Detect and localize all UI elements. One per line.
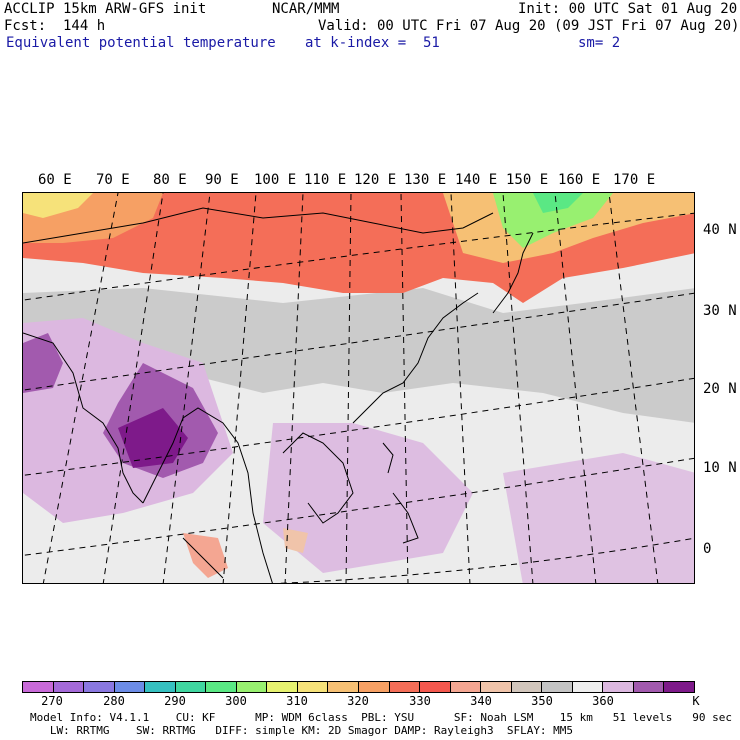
colorbar-swatch: [53, 682, 85, 692]
colorbar-swatch: [145, 682, 176, 692]
colorbar-swatch: [511, 682, 543, 692]
smoothing: sm= 2: [578, 35, 621, 51]
colorbar-label: 360: [592, 694, 614, 708]
lon-label: 120 E: [354, 172, 397, 188]
colorbar-swatch: [267, 682, 298, 692]
lat-label: 30 N: [703, 303, 737, 319]
colorbar-swatch: [389, 682, 421, 692]
colorbar-swatch: [175, 682, 207, 692]
init-time: Init: 00 UTC Sat 01 Aug 20: [518, 1, 738, 17]
colorbar-label: 270: [41, 694, 63, 708]
colorbar-swatch: [236, 682, 268, 692]
lon-label: 90 E: [205, 172, 239, 188]
coastlines: [23, 207, 534, 583]
model-title: ACCLIP 15km ARW-GFS init: [4, 1, 207, 17]
colorbar-label: 330: [409, 694, 431, 708]
center-label: NCAR/MMM: [272, 1, 340, 17]
green-region: [493, 193, 613, 248]
colorbar-swatch: [603, 682, 634, 692]
model-info-line1: Model Info: V4.1.1 CU: KF MP: WDM 6class…: [30, 711, 732, 724]
warm-patch: [183, 533, 228, 578]
colorbar-swatch: [572, 682, 604, 692]
lon-label: 170 E: [613, 172, 656, 188]
colorbar-swatch: [633, 682, 665, 692]
darkest-purple-region: [118, 408, 188, 468]
valid-time: Valid: 00 UTC Fri 07 Aug 20 (09 JST Fri …: [318, 18, 740, 34]
colorbar: [22, 681, 695, 693]
level-index: at k-index = 51: [305, 35, 440, 51]
colorbar-label: 350: [531, 694, 553, 708]
colorbar-label: 290: [164, 694, 186, 708]
colorbar-swatch: [359, 682, 390, 692]
colorbar-swatch: [450, 682, 482, 692]
yellow-region: [23, 193, 93, 218]
colorbar-swatch: [114, 682, 146, 692]
colorbar-label: 280: [103, 694, 125, 708]
colorbar-swatch: [664, 682, 695, 692]
colorbar-label: 320: [347, 694, 369, 708]
colorbar-unit: K: [692, 694, 700, 708]
lon-label: 100 E: [254, 172, 297, 188]
colorbar-swatch: [328, 682, 360, 692]
lat-label: 10 N: [703, 460, 737, 476]
forecast-hour: Fcst: 144 h: [4, 18, 106, 34]
lon-label: 140 E: [455, 172, 498, 188]
lon-label: 70 E: [96, 172, 130, 188]
colorbar-swatch: [23, 682, 54, 692]
colorbar-swatch: [206, 682, 237, 692]
lon-label: 160 E: [558, 172, 601, 188]
lat-label: 0: [703, 541, 712, 557]
map-canvas: [23, 193, 694, 583]
lon-label: 60 E: [38, 172, 72, 188]
lon-label: 80 E: [153, 172, 187, 188]
warm-patch: [283, 528, 308, 553]
colorbar-swatch: [481, 682, 512, 692]
field-name: Equivalent potential temperature: [6, 35, 276, 51]
purple-region: [263, 423, 473, 573]
model-info-line2: LW: RRTMG SW: RRTMG DIFF: simple KM: 2D …: [30, 724, 574, 737]
colorbar-label: 310: [286, 694, 308, 708]
colorbar-label: 340: [470, 694, 492, 708]
lon-label: 150 E: [506, 172, 549, 188]
dark-purple-region: [23, 333, 63, 393]
lon-label: 110 E: [304, 172, 347, 188]
theta-e-map: [22, 192, 695, 584]
green-region: [533, 193, 583, 213]
graticule: [23, 193, 694, 583]
lat-label: 20 N: [703, 381, 737, 397]
colorbar-label: 300: [225, 694, 247, 708]
colorbar-swatch: [297, 682, 329, 692]
lat-label: 40 N: [703, 222, 737, 238]
colorbar-swatch: [420, 682, 451, 692]
colorbar-swatch: [84, 682, 115, 692]
grey-band: [23, 288, 694, 423]
colorbar-swatch: [542, 682, 573, 692]
purple-region: [503, 453, 694, 583]
lon-label: 130 E: [404, 172, 447, 188]
